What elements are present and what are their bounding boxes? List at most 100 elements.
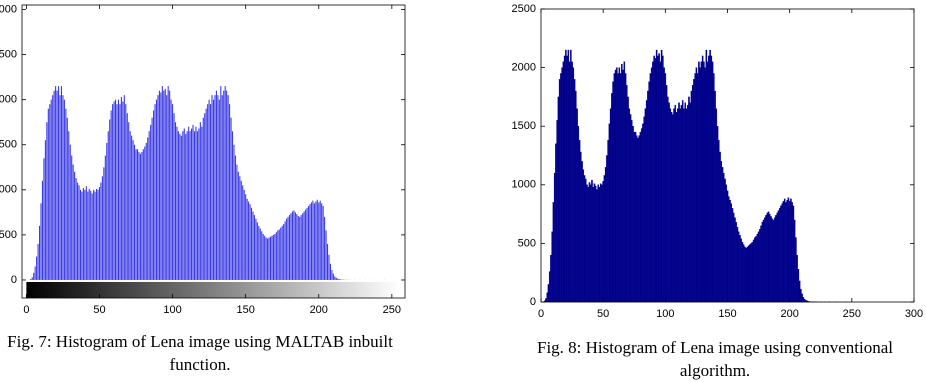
bar	[222, 95, 223, 280]
bar	[666, 85, 667, 302]
bar	[137, 149, 138, 280]
bar	[698, 62, 699, 302]
bar	[235, 156, 236, 280]
bar	[658, 54, 659, 302]
bar	[323, 206, 324, 280]
bar	[746, 248, 747, 302]
bar	[706, 50, 707, 302]
bar	[274, 234, 275, 280]
bar	[185, 134, 186, 280]
bar	[765, 215, 766, 302]
bar	[207, 104, 208, 280]
bar	[285, 221, 286, 280]
bar	[576, 109, 577, 302]
bar	[97, 190, 98, 280]
bar	[131, 136, 132, 280]
bar	[70, 145, 71, 280]
bar	[609, 124, 610, 302]
bar	[83, 188, 84, 280]
bar	[214, 95, 215, 280]
bar	[631, 120, 632, 302]
bar	[656, 50, 657, 302]
caption: Fig. 7: Histogram of Lena image using MA…	[0, 330, 420, 376]
x-tick-label: 300	[905, 308, 923, 320]
bar	[777, 213, 778, 302]
bar	[764, 218, 765, 302]
x-tick-label: 200	[310, 304, 328, 316]
bar	[619, 68, 620, 302]
bar	[206, 109, 207, 280]
bar	[687, 105, 688, 302]
bar	[54, 91, 55, 280]
bar	[182, 131, 183, 280]
x-tick-label: 150	[236, 304, 254, 316]
x-tick-label: 150	[718, 308, 736, 320]
bar	[733, 213, 734, 302]
bar	[321, 203, 322, 280]
bar	[241, 181, 242, 280]
bar	[239, 176, 240, 280]
bar	[629, 109, 630, 302]
bar	[261, 231, 262, 280]
bar	[545, 298, 546, 302]
bar	[712, 62, 713, 302]
bar	[593, 187, 594, 302]
bar	[801, 294, 802, 302]
y-tick-label: 1000	[512, 179, 536, 191]
bar	[617, 73, 618, 302]
bar	[768, 212, 769, 302]
bar	[611, 93, 612, 302]
bar	[797, 255, 798, 302]
x-tick-label: 100	[656, 308, 674, 320]
bar	[96, 189, 97, 280]
bar	[340, 279, 341, 280]
bar	[596, 189, 597, 302]
x-tick-label: 250	[383, 304, 401, 316]
bar	[134, 145, 135, 280]
bar	[716, 109, 717, 302]
bar	[700, 68, 701, 302]
bar	[783, 201, 784, 302]
bar	[100, 183, 101, 280]
bar	[779, 208, 780, 302]
x-tick-label: 0	[23, 304, 29, 316]
y-tick-label: 2000	[0, 94, 17, 106]
bar	[672, 114, 673, 302]
bar	[571, 62, 572, 302]
bar	[734, 218, 735, 302]
bar	[754, 238, 755, 302]
bar	[247, 199, 248, 280]
bar	[165, 89, 166, 280]
bar	[213, 100, 214, 280]
bar	[599, 187, 600, 302]
y-tick-label: 2500	[0, 48, 17, 60]
bar	[586, 185, 587, 302]
y-tick-label: 1500	[0, 139, 17, 151]
bar	[179, 134, 180, 280]
y-tick-label: 1000	[0, 184, 17, 196]
bar	[270, 237, 271, 280]
bar	[792, 202, 793, 302]
bar	[255, 219, 256, 280]
bar	[683, 109, 684, 302]
bar	[695, 73, 696, 302]
bar	[292, 211, 293, 280]
bar	[168, 86, 169, 280]
bar	[726, 185, 727, 302]
bar	[573, 68, 574, 302]
bar	[589, 182, 590, 302]
bar	[318, 202, 319, 280]
bar	[739, 235, 740, 302]
bar	[773, 220, 774, 302]
bar	[678, 103, 679, 302]
bar	[293, 211, 294, 280]
bar	[691, 91, 692, 302]
bar	[559, 79, 560, 302]
bar	[575, 91, 576, 302]
bar	[585, 179, 586, 302]
bar	[337, 279, 338, 280]
bar	[671, 112, 672, 302]
bar	[106, 143, 107, 280]
bar	[173, 113, 174, 280]
